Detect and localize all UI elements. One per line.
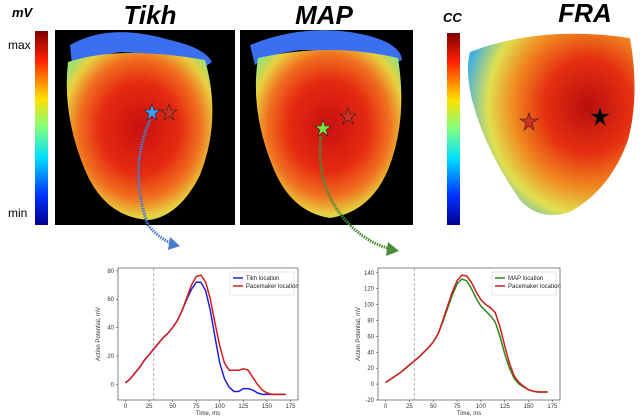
plot-area	[117, 267, 299, 401]
star	[339, 107, 357, 125]
panel-title: Tikh	[124, 0, 177, 30]
x-tick-label: 100	[476, 404, 487, 410]
y-tick-label: 60	[107, 297, 114, 303]
x-tick-label: 175	[285, 404, 296, 410]
series-line	[125, 281, 286, 396]
y-tick-label: 60	[367, 334, 374, 340]
x-tick-label: 125	[500, 404, 511, 410]
x-tick-label: 150	[524, 404, 535, 410]
unit-label: CC	[443, 10, 462, 25]
legend-box	[491, 271, 557, 296]
unit-label: mV	[12, 5, 34, 20]
star	[590, 107, 610, 126]
x-tick-label: 75	[193, 404, 200, 410]
y-tick-label: 20	[107, 354, 114, 360]
y-axis-label: Action Potential, mV	[96, 307, 102, 361]
series-line	[385, 278, 548, 393]
heart	[467, 33, 635, 216]
y-tick-label: 100	[364, 303, 375, 309]
arrow	[318, 135, 396, 252]
y-tick-label: -20	[365, 398, 374, 404]
series-line	[385, 274, 548, 393]
legend-box	[229, 271, 295, 296]
y-tick-label: 20	[367, 366, 374, 372]
panel-title: FRA	[558, 0, 611, 28]
y-tick-label: 40	[107, 326, 114, 332]
y-axis-label: Action Potential, mV	[356, 307, 362, 361]
heart	[66, 52, 213, 220]
heart-top	[70, 32, 212, 70]
legend-label: MAP location	[508, 276, 543, 282]
colorbar	[35, 31, 48, 225]
arrow-head	[168, 237, 180, 250]
legend-label: Pacemaker location	[246, 284, 299, 290]
arrow	[136, 119, 177, 247]
colorbar	[447, 33, 460, 225]
x-tick-label: 50	[169, 404, 176, 410]
x-tick-label: 25	[146, 404, 153, 410]
min-label: min	[8, 206, 27, 220]
x-tick-label: 100	[215, 404, 226, 410]
x-tick-label: 25	[406, 404, 413, 410]
y-tick-label: 140	[364, 271, 375, 277]
star	[519, 112, 539, 131]
panel-title: MAP	[295, 0, 353, 30]
star	[160, 103, 178, 121]
x-tick-label: 150	[262, 404, 273, 410]
x-axis-label: Time, ms	[196, 411, 220, 417]
x-tick-label: 125	[238, 404, 249, 410]
arrow-head	[386, 242, 399, 256]
heart-top	[250, 30, 402, 66]
y-tick-label: 120	[364, 287, 375, 293]
legend-label: Pacemaker location	[508, 284, 561, 290]
x-tick-label: 75	[454, 404, 461, 410]
x-axis-label: Time, ms	[457, 411, 481, 417]
plot-area	[377, 267, 561, 401]
star	[143, 103, 161, 121]
x-tick-label: 175	[547, 404, 558, 410]
legend-label: Tikh location	[246, 276, 279, 282]
y-tick-label: 80	[367, 318, 374, 324]
x-tick-label: 50	[430, 404, 437, 410]
x-tick-label: 0	[384, 404, 388, 410]
max-label: max	[8, 38, 31, 52]
star	[314, 119, 332, 137]
x-tick-label: 0	[124, 404, 128, 410]
y-tick-label: 40	[367, 350, 374, 356]
y-tick-label: 0	[111, 382, 115, 388]
y-tick-label: 0	[371, 382, 375, 388]
series-line	[125, 274, 286, 396]
y-tick-label: 80	[107, 269, 114, 275]
heart	[255, 50, 402, 218]
